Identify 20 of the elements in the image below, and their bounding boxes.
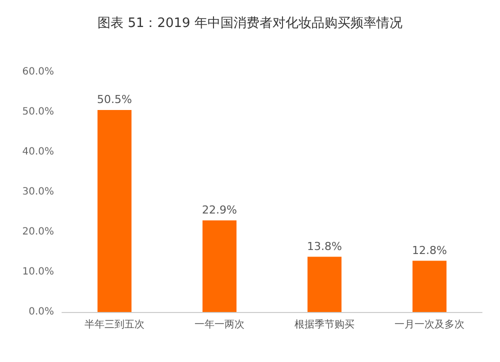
chart-title: 图表 51：2019 年中国消费者对化妆品购买频率情况	[98, 15, 402, 31]
x-tick-label: 根据季节购买	[294, 318, 354, 330]
x-tick-label: 一年一两次	[194, 318, 244, 330]
y-tick-label: 0.0%	[28, 306, 54, 318]
bar	[308, 256, 342, 312]
x-tick-label: 半年三到五次	[84, 318, 144, 330]
x-tick-label: 一月一次及多次	[394, 318, 464, 330]
data-label: 13.8%	[307, 240, 342, 253]
data-label: 50.5%	[97, 93, 132, 106]
y-tick-label: 40.0%	[22, 146, 54, 158]
bar	[98, 110, 132, 312]
y-tick-label: 30.0%	[22, 186, 54, 198]
data-label: 12.8%	[412, 244, 447, 257]
data-label: 22.9%	[202, 203, 237, 216]
bar	[202, 220, 236, 312]
y-tick-label: 60.0%	[22, 66, 54, 78]
y-tick-label: 10.0%	[22, 266, 54, 278]
y-tick-label: 50.0%	[22, 106, 54, 118]
bar	[412, 260, 446, 312]
y-tick-label: 20.0%	[22, 226, 54, 238]
